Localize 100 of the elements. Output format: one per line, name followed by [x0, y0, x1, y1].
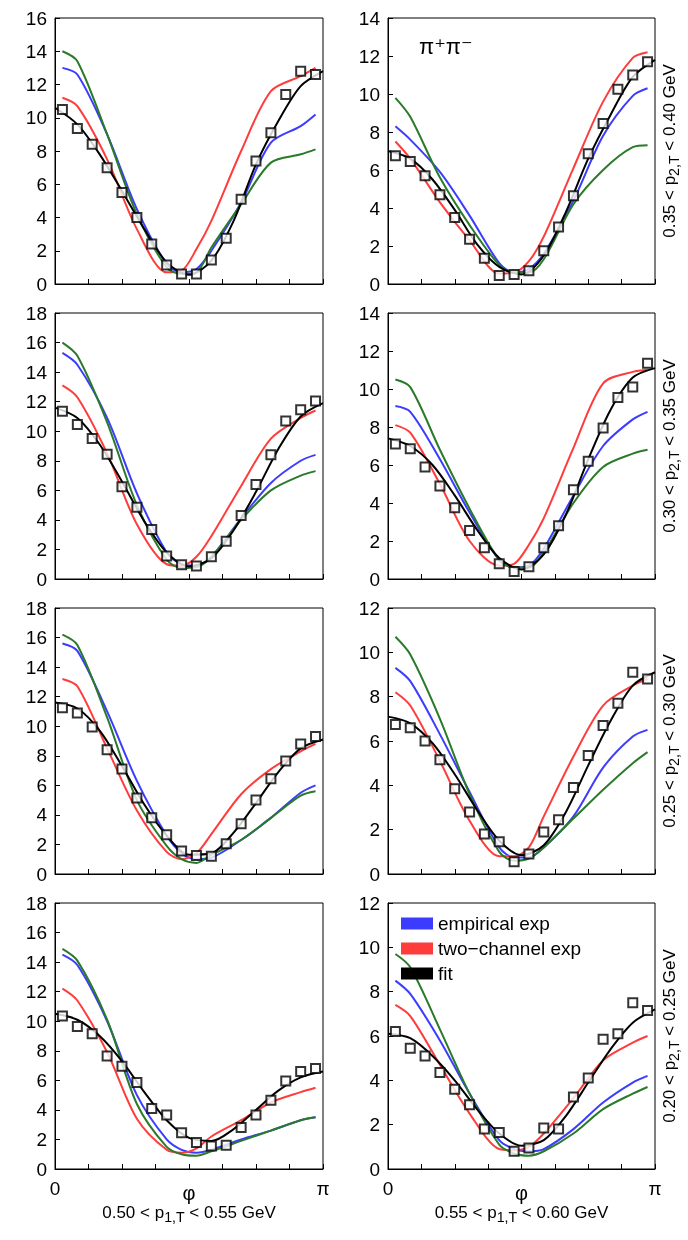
y-tick-label: 0 [36, 1158, 47, 1180]
point [642, 673, 654, 685]
point [419, 170, 431, 182]
point [235, 1122, 247, 1134]
point [146, 1102, 158, 1114]
point [464, 233, 476, 245]
point [508, 565, 520, 577]
y-tick-label: 12 [358, 892, 380, 914]
y-tick-label: 4 [369, 1069, 381, 1091]
point [612, 697, 624, 709]
y-tick-label: 8 [36, 450, 47, 472]
point [116, 481, 128, 493]
point [538, 1122, 550, 1134]
y-tick-label: 2 [36, 538, 47, 560]
point [116, 1060, 128, 1072]
point [404, 155, 416, 167]
point [389, 438, 401, 450]
point [176, 845, 188, 857]
y-tick-label: 10 [358, 936, 380, 958]
point [86, 433, 98, 445]
point [612, 83, 624, 95]
point [295, 1065, 307, 1077]
point [280, 755, 292, 767]
point [71, 123, 83, 135]
y-tick-label: 8 [36, 140, 47, 162]
y-tick-label: 2 [369, 1114, 380, 1136]
point [131, 1077, 143, 1089]
y-tick-label: 4 [36, 1099, 48, 1121]
point [71, 419, 83, 431]
point [508, 269, 520, 280]
point [71, 707, 83, 719]
point [508, 1145, 520, 1157]
point [56, 103, 68, 115]
y-tick-label: 0 [36, 568, 47, 590]
point [449, 212, 461, 223]
point [295, 404, 307, 416]
y-tick-label: 6 [36, 479, 47, 501]
y-tick-label: 8 [369, 416, 380, 438]
point [434, 189, 446, 201]
point [146, 812, 158, 824]
point [523, 265, 535, 277]
point [627, 666, 639, 678]
point [101, 162, 113, 174]
point [538, 542, 550, 554]
point [116, 187, 128, 199]
point [220, 232, 232, 244]
point [161, 550, 173, 562]
point [161, 259, 173, 271]
x-tick-label: 0 [49, 1178, 61, 1199]
text: π⁺π⁻ [419, 33, 473, 59]
y-tick-label: 2 [369, 530, 380, 552]
y-tick-label: 2 [36, 1128, 47, 1150]
y-tick-label: 12 [25, 74, 47, 95]
y-tick-label: 10 [358, 378, 380, 400]
y-tick-label: 8 [369, 981, 380, 1003]
y-tick-label: 6 [369, 454, 380, 476]
y-tick-label: 10 [25, 107, 47, 129]
point [161, 1109, 173, 1121]
y-tick-label: 2 [369, 235, 380, 257]
point [419, 1050, 431, 1062]
point [265, 127, 277, 139]
y-tick-label: 4 [36, 509, 48, 531]
y-tick-label: 12 [358, 340, 380, 362]
point [582, 749, 594, 761]
point [295, 65, 307, 77]
point [612, 392, 624, 404]
y-tick-label: 16 [25, 627, 47, 649]
point [280, 415, 292, 427]
point [523, 1142, 535, 1154]
y-tick-label: 4 [369, 197, 381, 219]
legend-label: empirical exp [438, 913, 550, 934]
y-tick-label: 14 [358, 302, 381, 324]
point [86, 1028, 98, 1040]
y-tick-label: 0 [369, 568, 380, 590]
point [567, 484, 579, 496]
point [190, 560, 202, 572]
point [101, 448, 113, 460]
y-tick-label: 0 [369, 1158, 380, 1180]
y-tick-label: 18 [25, 892, 47, 914]
point [190, 268, 202, 280]
text: 0.55 < p$_{1,T}$ < 0.60 GeV [434, 1203, 609, 1226]
point [116, 763, 128, 775]
point [190, 1136, 202, 1148]
y-tick-label: 4 [36, 207, 48, 228]
point [220, 535, 232, 547]
y-tick-label: 12 [25, 391, 47, 413]
point [131, 501, 143, 513]
x-axis-title: φ [515, 1182, 529, 1204]
point [567, 190, 579, 202]
point [597, 719, 609, 731]
point [464, 525, 476, 537]
point [419, 461, 431, 473]
point [597, 1033, 609, 1045]
point [250, 478, 262, 490]
text: 0.50 < p$_{1,T}$ < 0.55 GeV [102, 1203, 276, 1226]
point [627, 69, 639, 81]
point [86, 721, 98, 733]
point [205, 1140, 217, 1152]
point [434, 754, 446, 766]
y-tick-label: 10 [25, 420, 47, 442]
